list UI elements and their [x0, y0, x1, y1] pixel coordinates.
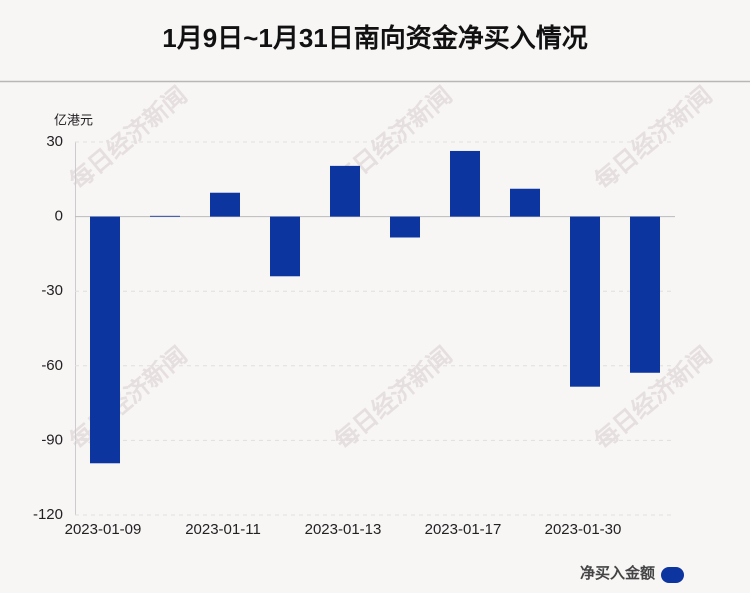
- bar: [570, 216, 600, 387]
- bar: [450, 150, 480, 217]
- x-tick-label: 2023-01-11: [185, 521, 261, 538]
- y-tick-label: -90: [41, 431, 63, 448]
- x-tick-label: 2023-01-17: [425, 521, 502, 538]
- bar: [270, 216, 300, 277]
- y-axis-unit: 亿港元: [54, 112, 93, 127]
- chart-title: 1月9日~1月31日南向资金净买入情况: [162, 23, 587, 53]
- y-tick-label: 30: [46, 133, 63, 150]
- legend-swatch: [661, 567, 684, 583]
- x-tick-label: 2023-01-30: [545, 521, 622, 538]
- bar: [150, 215, 180, 217]
- y-tick-label: 0: [55, 208, 63, 225]
- x-tick-label: 2023-01-13: [305, 521, 382, 538]
- y-tick-label: -60: [41, 357, 63, 374]
- bar: [510, 188, 540, 217]
- y-tick-label: -120: [33, 506, 63, 523]
- bar: [630, 216, 660, 373]
- bar: [330, 165, 360, 217]
- y-tick-label: -30: [41, 282, 63, 299]
- bar: [210, 192, 240, 217]
- legend-label: 净买入金额: [580, 564, 655, 582]
- bar: [390, 216, 420, 238]
- x-tick-label: 2023-01-09: [65, 521, 142, 538]
- bar: [90, 216, 120, 464]
